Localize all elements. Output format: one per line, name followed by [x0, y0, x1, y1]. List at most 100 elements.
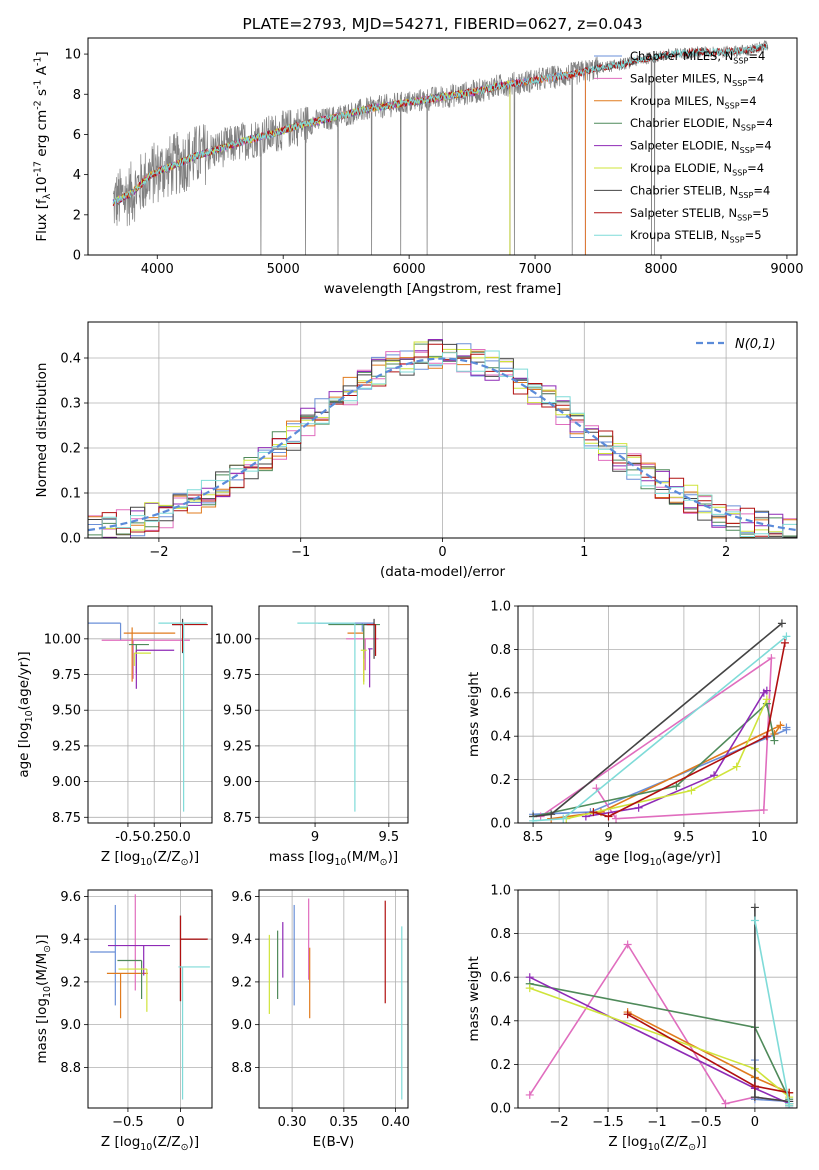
residual-legend: N(0,1)	[696, 337, 776, 352]
legend-label: Kroupa STELIB, NSSP​=5	[630, 228, 762, 244]
weight-marker	[589, 808, 598, 817]
weight-marker	[750, 1093, 759, 1102]
y-tick-label: 9.4	[231, 933, 252, 948]
legend-label: Chabrier MILES, NSSP​=4	[630, 49, 765, 65]
weight-marker	[785, 1101, 794, 1108]
y-tick-label: 9.50	[223, 704, 252, 719]
y-tick-label: 0.6	[490, 686, 511, 701]
weight-marker	[529, 816, 538, 823]
x-tick-label: -0.25	[137, 830, 171, 845]
x-tick-label: −0.5	[690, 1115, 722, 1130]
grid-lines	[88, 606, 212, 823]
y-tick-label: 8.75	[223, 811, 252, 826]
plot-area	[297, 618, 380, 812]
errorbar-point	[360, 649, 367, 685]
weight-marker	[687, 786, 696, 795]
y-tick-label: 9.6	[60, 890, 81, 905]
y-tick-label: 10.00	[44, 632, 81, 647]
plot-area	[268, 898, 403, 1100]
weight-series-line	[532, 702, 776, 818]
x-tick-label: −2	[149, 545, 168, 560]
weight-marker	[759, 805, 768, 814]
weight-marker	[776, 721, 785, 730]
weight-series-line	[551, 723, 783, 820]
y-tick-label: 0.8	[490, 643, 511, 658]
y-tick-label: 9.75	[52, 668, 81, 683]
y-tick-label: 6	[73, 128, 81, 143]
weight-marker	[770, 736, 779, 745]
axes-age-vs-Z: -0.5-0.25 0.0 8.75 9.00 9.25 9.50 9.75 10.00 Z […	[16, 605, 213, 868]
x-axis-label: wavelength [Angstrom, rest frame]	[324, 281, 562, 297]
x-tick-label: 0.30	[278, 1115, 307, 1130]
axes-residuals: −2 −1 0 1 2 0.0 0.1 0.2 0.3 0.4 (data-model)/error…	[34, 321, 798, 580]
weight-marker	[612, 814, 621, 823]
y-tick-label: 0.4	[490, 1014, 511, 1029]
y-tick-label: 0.8	[490, 927, 511, 942]
weight-marker	[762, 695, 771, 704]
model-spectrum-line	[112, 43, 768, 205]
weight-marker	[780, 638, 789, 647]
plot-area	[112, 40, 769, 255]
axes-frame	[258, 605, 409, 824]
weight-series-line	[627, 1011, 791, 1104]
plot-area	[88, 339, 797, 538]
x-tick-label: 1	[580, 545, 588, 560]
legend-label: Salpeter STELIB, NSSP​=5	[630, 206, 769, 222]
y-tick-label: 0.4	[60, 352, 81, 367]
y-tick-label: 9.50	[52, 704, 81, 719]
x-axis-label: age [log10​(age/yr)]	[594, 849, 720, 868]
x-tick-label: 0	[438, 545, 446, 560]
y-tick-label: 10	[64, 48, 81, 63]
axes-frame	[87, 37, 798, 256]
y-tick-label: 9.00	[223, 775, 252, 790]
legend-label: N(0,1)	[735, 337, 776, 352]
x-tick-label: 0	[751, 1115, 759, 1130]
x-tick-label: 0.40	[381, 1115, 410, 1130]
y-axis-label: Flux [fλ​10-17​ erg cm-2​ s-1​ A-1​]	[33, 51, 53, 241]
axes-weight-vs-age: 8.5 9 9.5 10 0.0 0.2 0.4 0.6 0.8 1.0 age [log10​(a…	[466, 600, 798, 868]
weight-series-line	[533, 622, 783, 818]
plot-area	[90, 894, 210, 1100]
y-axis-label: mass weight	[466, 672, 482, 757]
x-tick-label: 7000	[519, 262, 552, 277]
axes-frame	[258, 889, 409, 1109]
errorbar-point	[88, 622, 122, 641]
axes-mass-vs-EBV: 0.30 0.35 0.40 8.8 9.0 9.2 9.4 9.6 E(B-V)	[231, 889, 410, 1150]
residual-histogram	[88, 350, 797, 538]
y-tick-label: 9.6	[231, 890, 252, 905]
y-tick-label: 8.8	[60, 1061, 81, 1076]
errorbar-point	[172, 623, 208, 652]
chart-title: PLATE=2793, MJD=54271, FIBERID=0627, z=0…	[242, 15, 642, 33]
y-tick-label: 8.75	[52, 811, 81, 826]
axes-frame	[87, 889, 213, 1109]
x-axis-label: Z [log10​(Z/Z⊙​)]	[101, 849, 199, 868]
y-tick-label: 0.4	[490, 730, 511, 745]
weight-marker	[623, 940, 632, 949]
y-tick-label: 9.0	[231, 1018, 252, 1033]
legend-label: Kroupa MILES, NSSP​=4	[630, 94, 757, 110]
axes-frame	[517, 605, 798, 824]
axes-weight-vs-Z: −2 −1.5 −1 −0.5 0 0.0 0.2 0.4 0.6 0.8 1.0 Z [log10​…	[466, 884, 798, 1153]
y-tick-label: 0.6	[490, 971, 511, 986]
weight-marker	[767, 654, 776, 663]
y-tick-label: 0.3	[60, 397, 81, 412]
x-tick-label: 6000	[393, 262, 426, 277]
legend-label: Salpeter MILES, NSSP​=4	[630, 71, 764, 87]
x-tick-label: 8.5	[523, 830, 544, 845]
x-axis-label: E(B-V)	[313, 1134, 355, 1150]
grid-lines	[259, 606, 408, 823]
y-tick-label: 0	[73, 249, 81, 264]
axes-frame	[87, 321, 798, 539]
errorbar-point	[101, 639, 190, 679]
legend-label: Chabrier STELIB, NSSP​=4	[630, 183, 770, 199]
errorbar-point	[123, 627, 176, 682]
y-tick-label: 0.2	[60, 442, 81, 457]
errorbar-point	[368, 648, 373, 688]
errorbar-point	[158, 622, 207, 812]
x-tick-label: 0.35	[329, 1115, 358, 1130]
weight-series-line	[529, 943, 790, 1105]
axes-age-vs-mass: 9 9.5 8.75 9.00 9.25 9.50 9.75 10.00 mass [log10…	[215, 605, 409, 868]
residual-histogram	[88, 343, 797, 538]
x-tick-label: 5000	[267, 262, 300, 277]
